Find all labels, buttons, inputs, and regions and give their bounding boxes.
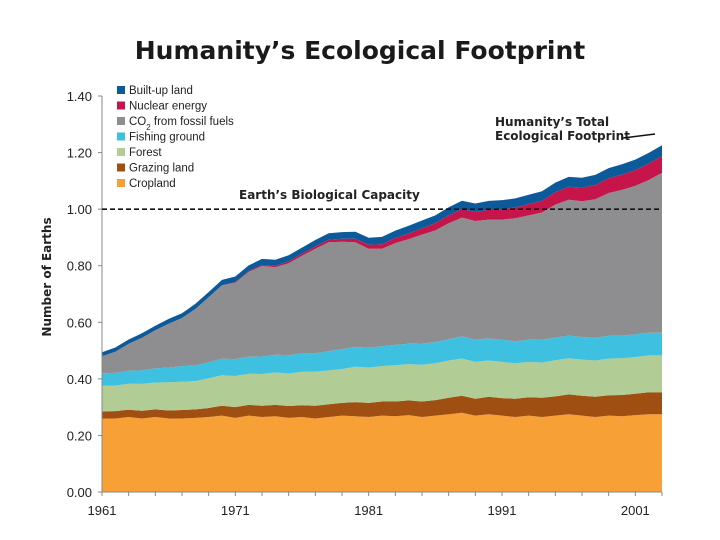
x-tick-label: 1961 [88,503,117,518]
legend-swatch-co2-from-fossil-fuels [117,117,125,125]
legend-swatch-grazing-land [117,163,125,172]
area-forest [102,355,662,412]
x-tick-label: 1991 [488,503,517,518]
y-tick-label: 1.20 [67,146,92,161]
x-tick-label: 1971 [221,503,250,518]
legend-label-nuclear-energy: Nuclear energy [129,101,207,113]
y-axis-label: Number of Earths [40,217,54,336]
y-tick-label: 0.40 [67,372,92,387]
y-tick-label: 0.80 [67,259,92,274]
area-built-up-land [102,145,662,357]
legend-label-co2-from-fossil-fuels: CO2 from fossil fuels [129,116,234,132]
legend-label-fishing-ground: Fishing ground [129,132,205,144]
legend-swatch-fishing-ground [117,132,125,141]
y-tick-label: 0.20 [67,428,92,443]
y-tick-label: 1.40 [67,89,92,104]
area-grazing-land [102,392,662,419]
area-nuclear-energy [102,156,662,357]
total-footprint-annotation: Ecological Footprint [495,129,630,143]
legend-swatch-forest [117,148,125,156]
biocapacity-label: Earth’s Biological Capacity [239,188,420,202]
legend-label-grazing-land: Grazing land [129,163,194,175]
y-tick-label: 1.00 [67,202,92,217]
x-tick-label: 2001 [621,503,650,518]
legend-swatch-cropland [117,179,125,187]
legend-label-forest: Forest [129,147,162,159]
legend-label-built-up-land: Built-up land [129,85,193,97]
total-footprint-annotation: Humanity’s Total [495,115,609,129]
y-tick-label: 0.60 [67,315,92,330]
legend-swatch-nuclear-energy [117,101,125,110]
area-co2-from-fossil-fuels [102,172,662,374]
x-tick-label: 1981 [354,503,383,518]
area-cropland [102,412,662,492]
annotation-pointer [622,133,656,139]
legend-swatch-built-up-land [117,86,125,94]
area-fishing-ground [102,332,662,386]
legend-label-cropland: Cropland [129,178,176,190]
chart-title: Humanity’s Ecological Footprint [134,36,586,65]
y-tick-label: 0.00 [67,485,92,500]
